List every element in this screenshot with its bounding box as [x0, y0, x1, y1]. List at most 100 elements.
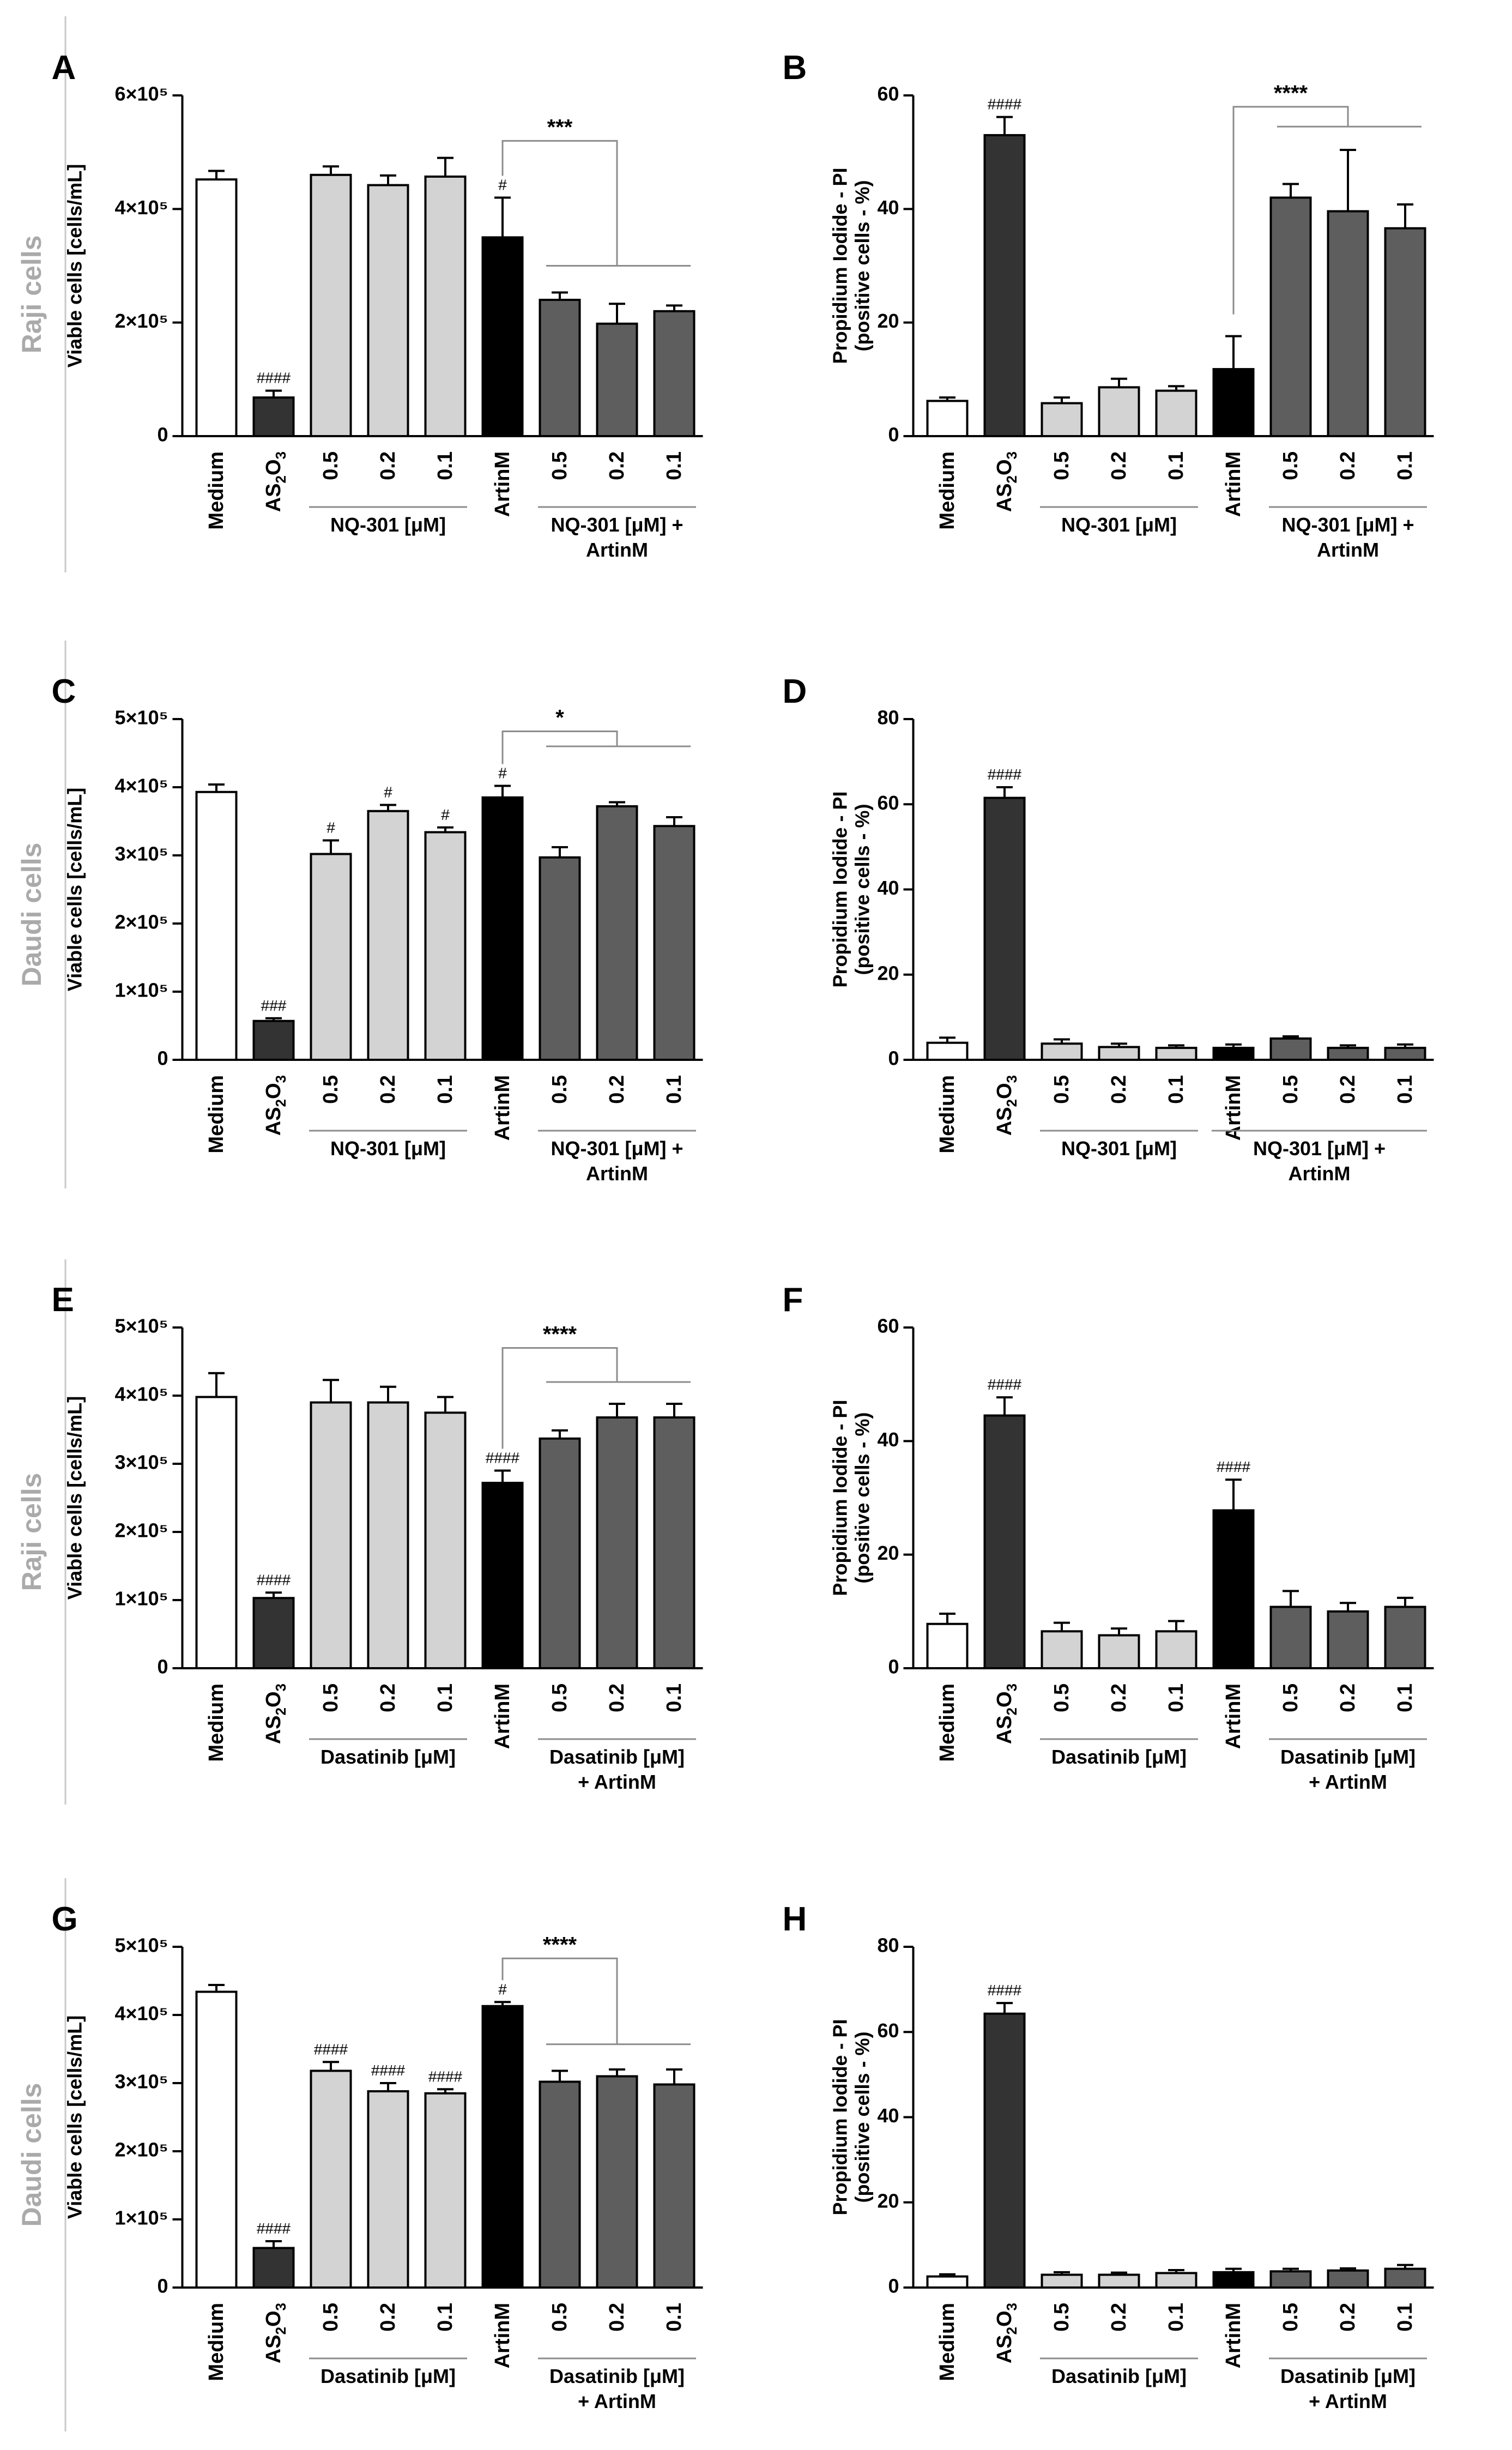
bar-e-1: [252, 1597, 295, 1669]
y-tick-label: 20: [877, 2189, 899, 2212]
y-tick-label: 0: [157, 1656, 168, 1678]
x-tick-label: 0.2: [1336, 451, 1359, 480]
bar-d-8: [1384, 1047, 1426, 1061]
bar-c-0: [195, 790, 238, 1061]
y-tick-label: 3×10⁵: [115, 2071, 168, 2093]
significance-mark: ####: [314, 2041, 348, 2057]
group-label: + ArtinM: [1309, 2390, 1387, 2412]
x-tick-label: Medium: [205, 2303, 228, 2381]
significance-mark: ####: [1217, 1458, 1251, 1475]
bar-f-4: [1155, 1630, 1197, 1670]
bar-b-5: [1212, 368, 1255, 437]
group-label: NQ-301 [μM] +: [551, 514, 683, 536]
bar-f-6: [1269, 1606, 1312, 1669]
comparison-bracket: [501, 1347, 618, 1449]
significance-mark: ####: [988, 1982, 1022, 1999]
bar-h-5: [1212, 2271, 1255, 2289]
y-tick-label: 40: [877, 877, 899, 899]
x-tick-label: 0.2: [377, 2303, 400, 2332]
comparison-label: *: [555, 706, 564, 730]
group-label: Dasatinib [μM]: [1051, 2365, 1187, 2387]
bar-a-5: [481, 236, 524, 437]
bar-c-4: [424, 831, 467, 1061]
x-tick-label: ArtinM: [1222, 1075, 1245, 1140]
bar-f-1: [983, 1414, 1026, 1669]
y-axis-label: Propidium Iodide - PI(positive cells - %…: [828, 1400, 873, 1596]
x-tick-label: ArtinM: [491, 1075, 514, 1140]
y-tick-label: 80: [877, 707, 899, 729]
panel-f: F 0 20 40 60 Propidium Iodide - PI(positive c…: [783, 1281, 1434, 1793]
group-label: ArtinM: [586, 539, 648, 561]
x-tick-label: 0.5: [548, 451, 571, 480]
significance-mark: #: [441, 806, 450, 823]
x-tick-label: AS2O3: [993, 451, 1020, 512]
y-axis-label: Viable cells [cells/mL]: [64, 164, 86, 368]
x-tick-label: ArtinM: [491, 1683, 514, 1749]
bar-h-8: [1384, 2267, 1426, 2289]
bar-a-2: [310, 173, 352, 437]
panel-letter: H: [783, 1900, 807, 1938]
x-tick-label: 0.2: [1336, 2303, 1359, 2332]
y-tick-label: 4×10⁵: [115, 775, 168, 797]
bar-a-1: [252, 396, 295, 438]
y-tick-label: 60: [877, 1315, 899, 1337]
panel-letter: F: [783, 1281, 803, 1319]
x-tick-label: 0.1: [1394, 451, 1417, 480]
group-label: NQ-301 [μM]: [330, 514, 446, 536]
bar-c-2: [310, 853, 352, 1061]
x-tick-label: Medium: [936, 2303, 959, 2381]
bar-b-1: [983, 134, 1026, 437]
x-tick-label: AS2O3: [993, 1075, 1020, 1136]
y-tick-label: 60: [877, 2019, 899, 2042]
y-axis-label: Viable cells [cells/mL]: [64, 788, 86, 992]
x-tick-label: 0.2: [606, 451, 628, 480]
x-tick-label: 0.5: [319, 2303, 342, 2332]
bar-g-2: [310, 2069, 352, 2289]
bar-f-2: [1041, 1630, 1083, 1670]
x-tick-label: Medium: [936, 451, 959, 530]
y-tick-label: 0: [157, 424, 168, 446]
group-label: NQ-301 [μM]: [330, 1137, 446, 1160]
x-tick-label: Medium: [205, 1683, 228, 1762]
x-tick-label: AS2O3: [262, 1683, 289, 1744]
bar-g-5: [481, 2005, 524, 2289]
x-tick-label: 0.5: [1279, 1683, 1302, 1712]
y-tick-label: 2×10⁵: [115, 2139, 168, 2161]
x-tick-label: 0.2: [606, 1075, 628, 1104]
x-tick-label: 0.1: [1165, 1683, 1188, 1712]
x-tick-label: 0.2: [377, 1683, 400, 1712]
x-tick-label: 0.1: [1394, 2303, 1417, 2332]
significance-mark: ####: [428, 2068, 463, 2085]
comparison-label: ***: [547, 115, 573, 139]
comparison-label: ****: [543, 1933, 577, 1957]
x-tick-label: 0.5: [319, 1683, 342, 1712]
x-tick-label: 0.2: [1108, 2303, 1130, 2332]
panel-letter: B: [783, 49, 807, 87]
y-tick-label: 4×10⁵: [115, 1383, 168, 1405]
y-axis-label: Viable cells [cells/mL]: [64, 2015, 86, 2219]
x-tick-label: 0.1: [434, 1075, 457, 1104]
bar-b-7: [1327, 210, 1369, 437]
bar-g-1: [252, 2247, 295, 2289]
significance-mark: ####: [486, 1450, 520, 1467]
y-tick-label: 6×10⁵: [115, 83, 168, 105]
x-tick-label: AS2O3: [262, 2303, 289, 2363]
bar-a-3: [367, 184, 409, 437]
y-tick-label: 40: [877, 196, 899, 219]
y-tick-label: 20: [877, 1542, 899, 1564]
y-tick-label: 5×10⁵: [115, 707, 168, 729]
y-tick-label: 60: [877, 83, 899, 105]
group-label: NQ-301 [μM]: [1061, 1137, 1177, 1160]
panel-h: H 0 20 40 60 80 Propidium Iodide - PI(positive…: [783, 1900, 1434, 2412]
x-tick-label: 0.1: [1165, 1075, 1188, 1104]
significance-mark: ####: [988, 766, 1022, 783]
panel-letter: E: [52, 1281, 74, 1319]
bar-c-3: [367, 810, 409, 1061]
bar-d-0: [926, 1041, 969, 1061]
x-tick-label: 0.1: [1165, 2303, 1188, 2332]
significance-mark: ###: [261, 997, 287, 1014]
group-label: + ArtinM: [1309, 1771, 1387, 1793]
y-tick-label: 1×10⁵: [115, 1588, 168, 1610]
x-tick-label: 0.5: [548, 1683, 571, 1712]
group-label: NQ-301 [μM] +: [1281, 514, 1414, 536]
